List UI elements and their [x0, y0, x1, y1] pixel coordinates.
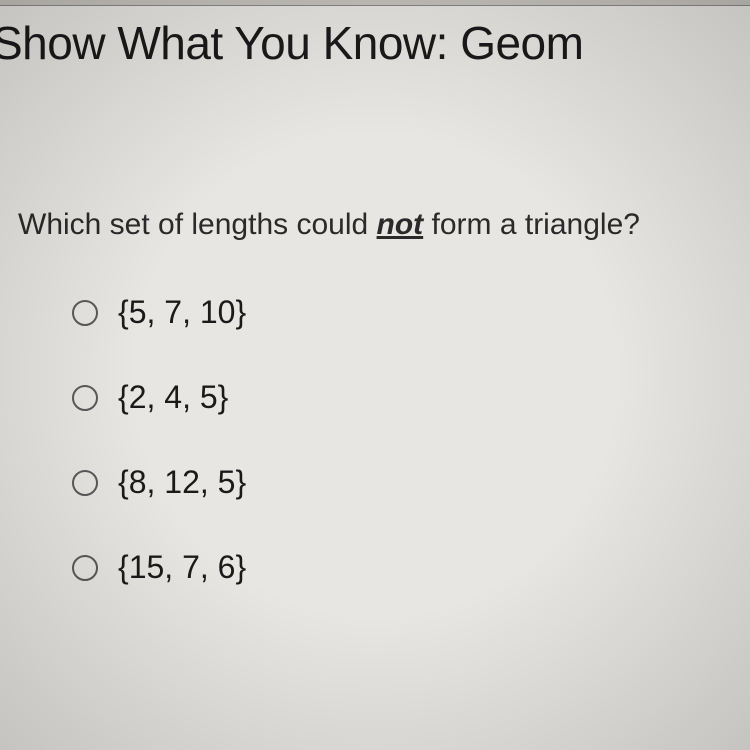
radio-icon[interactable] — [72, 470, 98, 496]
radio-icon[interactable] — [72, 385, 98, 411]
option-label: {5, 7, 10} — [118, 294, 246, 331]
option-label: {15, 7, 6} — [118, 549, 246, 586]
option-label: {2, 4, 5} — [118, 379, 228, 416]
option-row[interactable]: {2, 4, 5} — [72, 379, 750, 416]
option-row[interactable]: {5, 7, 10} — [72, 294, 750, 331]
question-prefix: Which set of lengths could — [18, 208, 377, 241]
options-group: {5, 7, 10} {2, 4, 5} {8, 12, 5} {15, 7, … — [0, 244, 750, 586]
option-row[interactable]: {8, 12, 5} — [72, 464, 750, 501]
question-suffix: form a triangle? — [423, 208, 640, 241]
question-text: Which set of lengths could not form a tr… — [0, 70, 750, 244]
radio-icon[interactable] — [72, 300, 98, 326]
radio-icon[interactable] — [72, 555, 98, 581]
page-title: Show What You Know: Geom — [0, 6, 750, 70]
option-row[interactable]: {15, 7, 6} — [72, 549, 750, 586]
question-emphasis: not — [377, 208, 424, 241]
option-label: {8, 12, 5} — [118, 464, 246, 501]
